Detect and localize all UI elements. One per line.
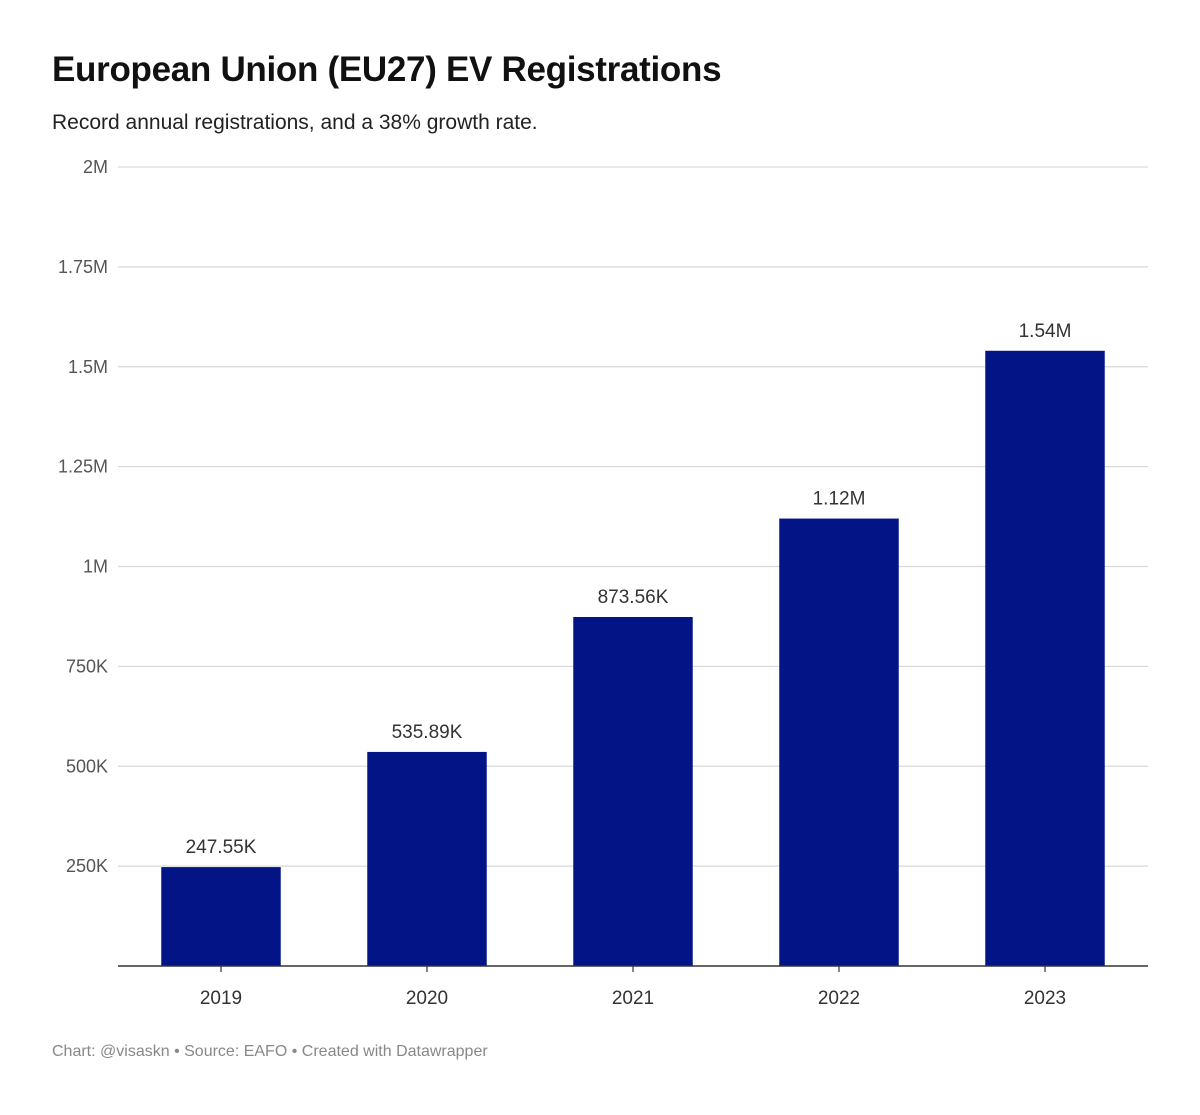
y-tick-label: 500K	[66, 756, 108, 776]
x-tick-label-2023: 2023	[1024, 988, 1066, 1009]
y-tick-label: 250K	[66, 856, 108, 876]
bar-2022	[779, 518, 899, 966]
y-tick-label: 1M	[83, 557, 108, 577]
y-tick-label: 2M	[83, 157, 108, 177]
bar-2020	[367, 751, 487, 966]
x-tick-label-2019: 2019	[200, 988, 242, 1009]
y-axis-tick-labels: 250K 500K 750K 1M 1.25M 1.5M 1.75M 2M	[58, 157, 108, 876]
bar-2019	[161, 867, 281, 966]
chart-subtitle: Record annual registrations, and a 38% g…	[52, 111, 538, 134]
footer-source: Source: EAFO	[184, 1043, 288, 1060]
x-tick-label-2021: 2021	[612, 988, 654, 1009]
chart-title: European Union (EU27) EV Registrations	[52, 50, 722, 89]
data-label-2020: 535.89K	[392, 722, 463, 743]
bar-2021	[573, 617, 693, 966]
bar-chart: 250K 500K 750K 1M 1.25M 1.5M 1.75M 2M 247.55K 53…	[58, 157, 1148, 1009]
bar-2023	[985, 350, 1105, 966]
y-tick-label: 1.75M	[58, 257, 108, 277]
x-tick-label-2020: 2020	[406, 988, 448, 1009]
y-tick-label: 750K	[66, 656, 108, 676]
data-labels: 247.55K 535.89K 873.56K 1.12M 1.54M	[186, 321, 1072, 858]
footer-separator: •	[291, 1043, 298, 1060]
y-tick-label: 1.25M	[58, 457, 108, 477]
bars	[161, 350, 1105, 966]
data-label-2023: 1.54M	[1019, 321, 1072, 342]
x-axis: 2019 2020 2021 2022 2023	[118, 965, 1148, 1009]
footer-separator: •	[174, 1043, 180, 1060]
footer-credit: Chart: @visaskn	[52, 1043, 170, 1060]
data-label-2022: 1.12M	[813, 489, 866, 510]
footer-tool: Created with Datawrapper	[301, 1043, 488, 1060]
data-label-2021: 873.56K	[598, 587, 669, 608]
x-tick-label-2022: 2022	[818, 988, 860, 1009]
data-label-2019: 247.55K	[186, 837, 257, 858]
y-tick-label: 1.5M	[68, 357, 108, 377]
chart-footer: Chart: @visaskn • Source: EAFO • Created…	[52, 1043, 488, 1061]
